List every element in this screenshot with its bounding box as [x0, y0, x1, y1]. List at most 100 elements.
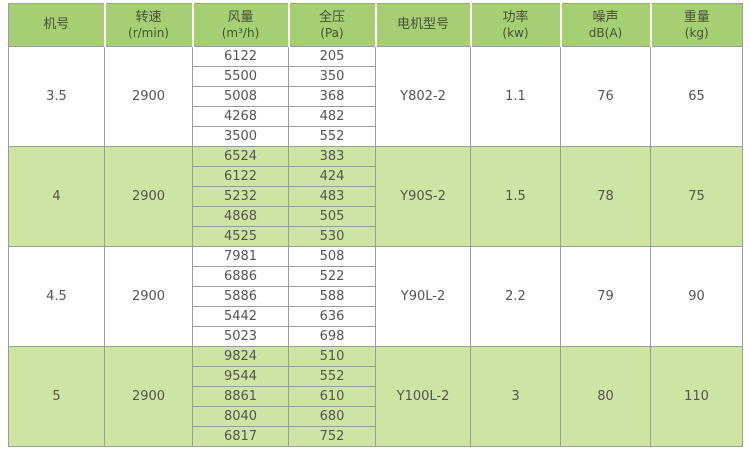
- cell-power: 1.1: [470, 46, 561, 147]
- cell-model-no: 4: [8, 146, 105, 247]
- table-row: 6817 752: [9, 426, 743, 447]
- cell-airflow: 6524: [192, 146, 289, 167]
- cell-power: 1.5: [470, 146, 561, 247]
- cell-airflow: 6122: [192, 166, 289, 187]
- cell-model-no: 4.5: [8, 246, 105, 347]
- cell-pressure: 530: [288, 226, 376, 247]
- col-header-noise: 噪声 dB(A): [559, 3, 651, 47]
- cell-pressure: 610: [288, 386, 376, 407]
- cell-model-no: 5: [8, 346, 105, 447]
- cell-pressure: 680: [288, 406, 376, 427]
- table-row: 4 2900 6524 383 Y90S-2 1.5 78 75: [8, 146, 743, 247]
- cell-airflow: 5023: [192, 326, 289, 347]
- table-row: 5500 350: [9, 66, 743, 87]
- cell-airflow: 5232: [192, 186, 289, 207]
- cell-airflow: 6122: [192, 46, 289, 67]
- cell-airflow: 5500: [192, 66, 289, 87]
- col-header-unit: dB(A): [588, 25, 623, 40]
- cell-pressure: 482: [288, 106, 376, 127]
- table-row: 5023 698: [9, 326, 743, 347]
- table-header: 机号 转速 (r/min) 风量 (m³/h) 全压 (Pa) 电机型号 功率 (kw) 噪声 dB(…: [8, 3, 743, 47]
- cell-airflow: 7981: [192, 246, 289, 267]
- cell-weight: 110: [650, 346, 743, 447]
- cell-pressure: 205: [288, 46, 376, 67]
- col-header-unit: (Pa): [320, 25, 344, 40]
- col-header-title: 功率: [502, 9, 529, 25]
- col-header-title: 全压: [318, 9, 345, 25]
- col-header-power: 功率 (kw): [469, 3, 561, 47]
- cell-pressure: 510: [288, 346, 376, 367]
- cell-pressure: 698: [288, 326, 376, 347]
- table-row: 8861 610: [9, 386, 743, 407]
- cell-speed: 2900: [104, 346, 193, 447]
- header-row: 机号 转速 (r/min) 风量 (m³/h) 全压 (Pa) 电机型号 功率 (kw) 噪声 dB(…: [8, 3, 743, 47]
- cell-pressure: 483: [288, 186, 376, 207]
- cell-airflow: 8040: [192, 406, 289, 427]
- cell-pressure: 350: [288, 66, 376, 87]
- cell-airflow: 5886: [192, 286, 289, 307]
- col-header-pressure: 全压 (Pa): [287, 3, 376, 47]
- cell-pressure: 522: [288, 266, 376, 287]
- col-header-title: 机号: [43, 17, 70, 32]
- table-row: 4868 505: [9, 206, 743, 227]
- col-header-unit: (m³/h): [221, 25, 260, 40]
- cell-airflow: 4868: [192, 206, 289, 227]
- cell-pressure: 383: [288, 146, 376, 167]
- table-body: 3.5 2900 6122 205 Y802-2 1.1 76 65 5500 350 5008 36…: [8, 46, 743, 447]
- cell-power: 2.2: [470, 246, 561, 347]
- col-header-title: 重量: [683, 9, 710, 25]
- cell-airflow: 8861: [192, 386, 289, 407]
- cell-pressure: 552: [288, 366, 376, 387]
- col-header-title: 电机型号: [396, 17, 449, 32]
- cell-weight: 90: [650, 246, 743, 347]
- col-header-model-no: 机号: [8, 3, 105, 47]
- col-header-airflow: 风量 (m³/h): [191, 3, 289, 47]
- table-row: 9544 552: [9, 366, 743, 387]
- table-row: 6122 424: [9, 166, 743, 187]
- col-header-unit: (r/min): [128, 25, 169, 40]
- table-row: 4268 482: [9, 106, 743, 127]
- cell-pressure: 508: [288, 246, 376, 267]
- fan-spec-table: 机号 转速 (r/min) 风量 (m³/h) 全压 (Pa) 电机型号 功率 (kw) 噪声 dB(…: [8, 3, 743, 447]
- cell-model-no: 3.5: [8, 46, 105, 147]
- col-header-title: 风量: [227, 9, 254, 25]
- cell-pressure: 636: [288, 306, 376, 327]
- cell-weight: 75: [650, 146, 743, 247]
- table-row: 4525 530: [9, 226, 743, 247]
- col-header-speed: 转速 (r/min): [103, 3, 193, 47]
- col-header-unit: (kw): [502, 25, 529, 40]
- cell-speed: 2900: [104, 146, 193, 247]
- cell-speed: 2900: [104, 46, 193, 147]
- cell-airflow: 9544: [192, 366, 289, 387]
- table-row: 5008 368: [9, 86, 743, 107]
- col-header-unit: (kg): [684, 25, 709, 40]
- cell-airflow: 4268: [192, 106, 289, 127]
- table-row: 8040 680: [9, 406, 743, 427]
- cell-airflow: 6817: [192, 426, 289, 447]
- col-header-weight: 重量 (kg): [649, 3, 743, 47]
- cell-airflow: 9824: [192, 346, 289, 367]
- table-row: 5232 483: [9, 186, 743, 207]
- cell-weight: 65: [650, 46, 743, 147]
- cell-pressure: 588: [288, 286, 376, 307]
- cell-airflow: 4525: [192, 226, 289, 247]
- col-header-title: 噪声: [592, 9, 619, 25]
- col-header-motor: 电机型号: [374, 3, 471, 47]
- cell-motor-model: Y90S-2: [375, 146, 471, 247]
- cell-noise: 78: [560, 146, 651, 247]
- cell-pressure: 505: [288, 206, 376, 227]
- table-row: 5886 588: [9, 286, 743, 307]
- cell-airflow: 3500: [192, 126, 289, 147]
- cell-motor-model: Y100L-2: [375, 346, 471, 447]
- cell-airflow: 5442: [192, 306, 289, 327]
- cell-motor-model: Y802-2: [375, 46, 471, 147]
- table-row: 3.5 2900 6122 205 Y802-2 1.1 76 65: [8, 46, 743, 147]
- cell-pressure: 424: [288, 166, 376, 187]
- cell-pressure: 552: [288, 126, 376, 147]
- cell-noise: 76: [560, 46, 651, 147]
- cell-pressure: 368: [288, 86, 376, 107]
- cell-speed: 2900: [104, 246, 193, 347]
- cell-airflow: 6886: [192, 266, 289, 287]
- cell-noise: 80: [560, 346, 651, 447]
